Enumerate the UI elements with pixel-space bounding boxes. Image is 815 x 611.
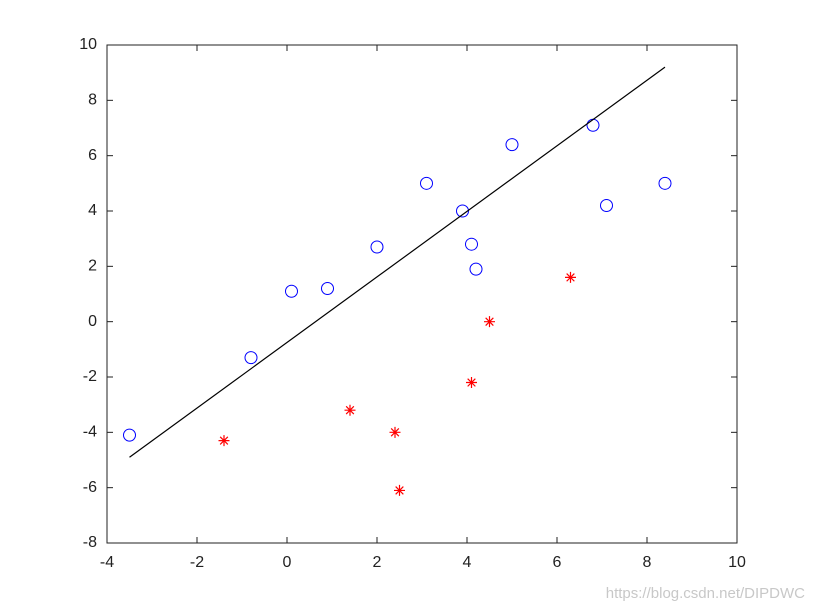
point <box>244 351 258 365</box>
point <box>505 138 519 152</box>
point <box>370 240 384 254</box>
y-tick-label: -6 <box>83 479 97 496</box>
point <box>321 281 334 295</box>
point <box>420 176 433 190</box>
watermark: https://blog.csdn.net/DIPDWC <box>606 585 805 602</box>
point <box>565 271 576 283</box>
y-tick-label: 2 <box>88 258 97 275</box>
point <box>123 428 136 442</box>
point <box>344 404 356 416</box>
y-tick-label: 6 <box>88 147 97 164</box>
x-tick-label: 4 <box>463 554 472 571</box>
point <box>394 484 405 496</box>
fit-line <box>129 66 666 458</box>
point <box>600 198 613 212</box>
x-tick-label: 0 <box>283 554 292 571</box>
y-tick-label: 0 <box>88 313 97 330</box>
y-tick-label: 4 <box>88 202 97 219</box>
point <box>466 377 477 389</box>
y-tick-label: 10 <box>79 36 97 53</box>
x-tick-label: 8 <box>643 554 652 571</box>
point <box>218 435 230 447</box>
point <box>285 284 298 298</box>
point <box>465 237 478 251</box>
x-tick-label: -4 <box>100 554 114 571</box>
x-tick-label: 10 <box>728 554 746 571</box>
y-tick-label: -8 <box>83 534 97 551</box>
x-tick-label: 6 <box>553 554 562 571</box>
point <box>484 316 495 328</box>
point <box>389 426 401 438</box>
y-tick-label: 8 <box>88 92 97 109</box>
x-tick-label: -2 <box>190 554 204 571</box>
point <box>658 176 672 190</box>
y-tick-label: -4 <box>83 424 97 441</box>
plot-frame <box>106 44 738 544</box>
x-tick-label: 2 <box>373 554 382 571</box>
y-tick-label: -2 <box>83 368 97 385</box>
point <box>469 262 483 276</box>
